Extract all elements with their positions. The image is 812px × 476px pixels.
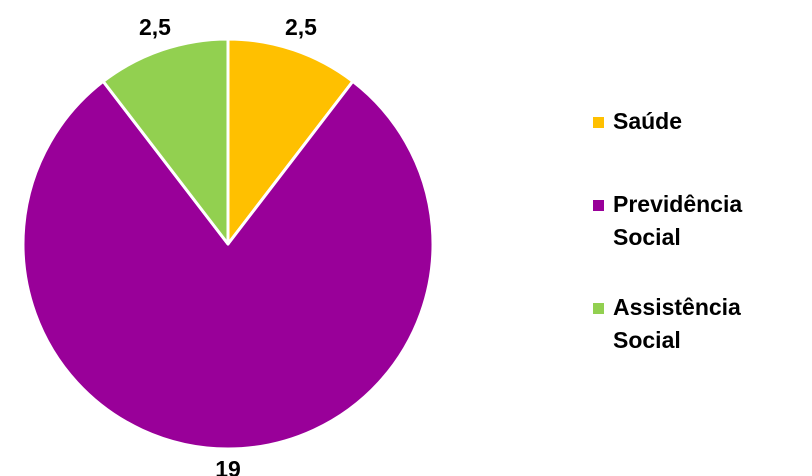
legend-swatch-saude — [593, 117, 604, 128]
legend: Saúde Previdência Social Assistência Soc… — [593, 105, 808, 394]
legend-label-previdencia-social: Previdência Social — [613, 191, 743, 250]
legend-swatch-assistencia-social — [593, 303, 604, 314]
pie-slice-previdencia-social — [21, 79, 435, 451]
legend-swatch-previdencia-social — [593, 200, 604, 211]
legend-item-previdencia-social: Previdência Social — [593, 188, 808, 254]
pie-slice-saude — [226, 37, 355, 246]
pie-slices — [21, 37, 435, 451]
pie-data-labels: 2,5 19 2,5 — [139, 14, 317, 476]
data-label-assistencia-social: 2,5 — [139, 14, 171, 40]
legend-item-saude: Saúde — [593, 105, 808, 138]
data-label-saude: 2,5 — [285, 14, 317, 40]
legend-label-assistencia-social: Assistência Social — [613, 294, 741, 353]
pie-slice-assistencia-social — [101, 37, 230, 246]
data-label-previdencia-social: 19 — [215, 456, 241, 476]
legend-item-assistencia-social: Assistência Social — [593, 291, 808, 357]
legend-label-saude: Saúde — [613, 108, 683, 134]
